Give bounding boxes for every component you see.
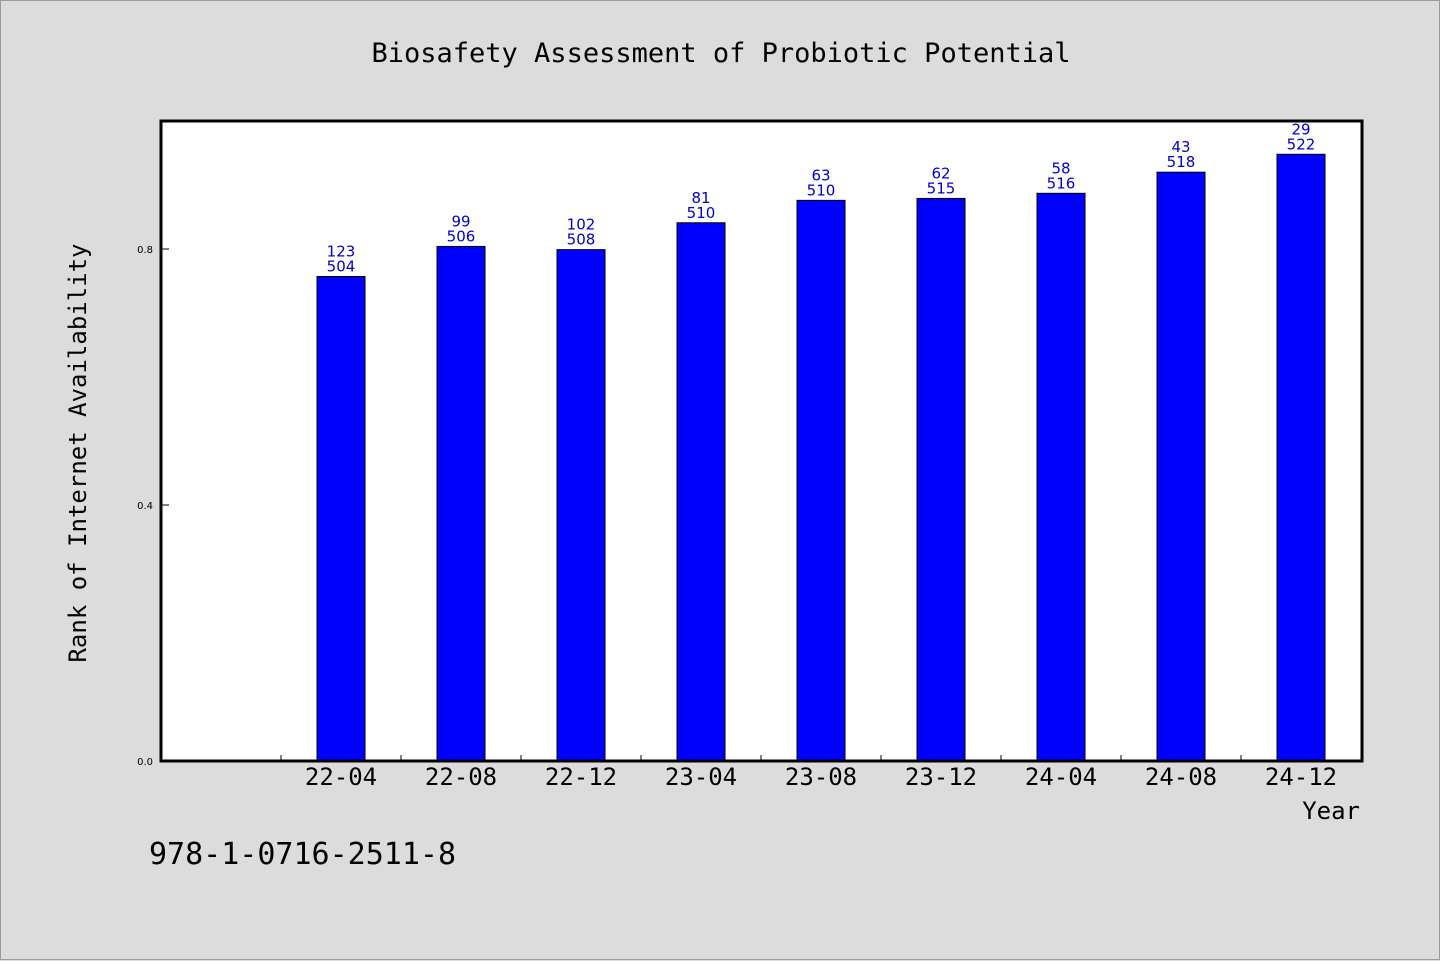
x-ticks-layer: 22-04 22-08 22-12 23-04 23-08 23-12 24-04 24-08… [280, 755, 1362, 791]
data-label-top-22-04: 123 [327, 243, 356, 261]
x-tick-label-22-04: 22-04 [305, 763, 377, 791]
x-tick-label-22-12: 22-12 [545, 763, 617, 791]
y-tick-label-0.4: 0.4 [137, 501, 153, 512]
data-label-top-23-08: 63 [811, 166, 830, 184]
chart-title: Biosafety Assessment of Probiotic Potent… [372, 38, 1071, 69]
bar-23-04 [676, 222, 726, 762]
data-label-bottom-22-04: 504 [327, 258, 356, 276]
data-label-bottom-22-08: 506 [447, 227, 476, 245]
data-label-top-22-08: 99 [451, 212, 470, 230]
bar-22-08 [436, 245, 486, 762]
bar-23-12 [916, 197, 966, 762]
bar-22-12 [556, 249, 606, 762]
x-tick-label-23-04: 23-04 [665, 763, 737, 791]
data-label-bottom-22-12: 508 [567, 231, 596, 249]
y-tick-label-0.0: 0.0 [137, 757, 153, 768]
y-tick-label-0.8: 0.8 [137, 245, 153, 256]
bars-layer [316, 153, 1326, 762]
data-label-top-22-12: 102 [567, 216, 596, 234]
bar-24-12 [1276, 153, 1326, 762]
data-labels-layer: 1235049950610250881510635106251558516435… [327, 120, 1316, 275]
bar-24-04 [1036, 192, 1086, 762]
data-label-bottom-24-12: 522 [1287, 135, 1316, 153]
footnote-isbn: 978-1-0716-2511-8 [149, 837, 456, 872]
data-label-bottom-23-12: 515 [927, 179, 956, 197]
data-label-top-23-12: 62 [931, 164, 950, 182]
y-axis-label: Rank of Internet Availability [64, 243, 92, 662]
data-label-bottom-23-04: 510 [687, 204, 716, 222]
bar-24-08 [1156, 171, 1206, 762]
bar-23-08 [796, 199, 846, 762]
plot-border [159, 119, 1364, 763]
bar-22-04 [316, 276, 366, 762]
x-tick-label-23-12: 23-12 [905, 763, 977, 791]
data-label-bottom-23-08: 510 [807, 181, 836, 199]
data-label-top-24-04: 58 [1051, 159, 1070, 177]
x-tick-label-24-04: 24-04 [1025, 763, 1097, 791]
data-label-top-24-08: 43 [1171, 138, 1190, 156]
data-label-bottom-24-08: 518 [1167, 153, 1196, 171]
x-tick-label-22-08: 22-08 [425, 763, 497, 791]
data-label-top-24-12: 29 [1291, 120, 1310, 138]
x-tick-label-24-12: 24-12 [1265, 763, 1337, 791]
x-axis-label: Year [1302, 797, 1360, 825]
x-tick-label-24-08: 24-08 [1145, 763, 1217, 791]
x-tick-label-23-08: 23-08 [785, 763, 857, 791]
data-label-bottom-24-04: 516 [1047, 174, 1076, 192]
data-label-top-23-04: 81 [691, 189, 710, 207]
